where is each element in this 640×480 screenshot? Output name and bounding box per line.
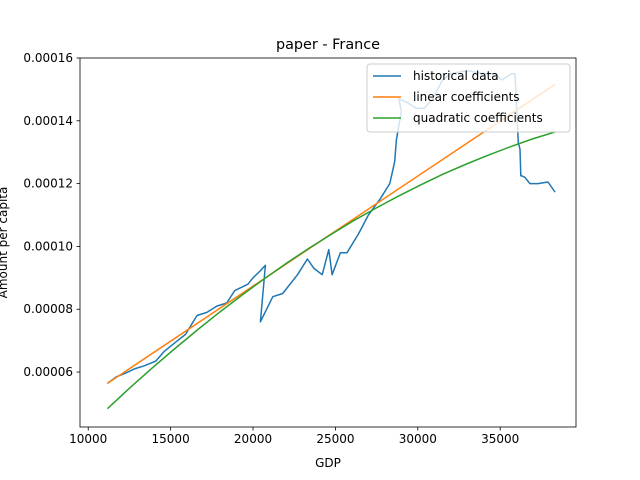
x-tick-label: 35000 bbox=[481, 432, 519, 446]
y-tick-label: 0.00008 bbox=[23, 302, 73, 316]
x-axis-ticks: 10000 15000 20000 25000 30000 35000 bbox=[69, 427, 519, 446]
legend-label-linear: linear coefficients bbox=[413, 90, 520, 104]
legend-box bbox=[366, 63, 571, 133]
x-axis-label: GDP bbox=[315, 456, 341, 470]
y-tick-label: 0.00014 bbox=[23, 114, 73, 128]
x-tick-label: 25000 bbox=[316, 432, 354, 446]
legend-label-quadratic: quadratic coefficients bbox=[413, 111, 543, 125]
y-tick-label: 0.00012 bbox=[23, 177, 73, 191]
x-tick-label: 10000 bbox=[69, 432, 107, 446]
y-tick-label: 0.00016 bbox=[23, 51, 73, 65]
chart-title: paper - France bbox=[276, 37, 380, 53]
plot-frame bbox=[79, 57, 577, 428]
y-tick-label: 0.00010 bbox=[23, 239, 73, 253]
y-axis-label: Amount per capita bbox=[0, 187, 10, 299]
series-line-quadratic-coefficients bbox=[106, 131, 556, 410]
x-tick-label: 15000 bbox=[152, 432, 190, 446]
y-tick-label: 0.00006 bbox=[23, 365, 73, 379]
legend: historical data linear coefficients quad… bbox=[366, 63, 571, 133]
legend-label-historical: historical data bbox=[413, 69, 499, 83]
x-tick-label: 30000 bbox=[399, 432, 437, 446]
y-axis-ticks: 0.00006 0.00008 0.00010 0.00012 0.00014 0.000… bbox=[23, 51, 80, 379]
x-tick-label: 20000 bbox=[234, 432, 272, 446]
